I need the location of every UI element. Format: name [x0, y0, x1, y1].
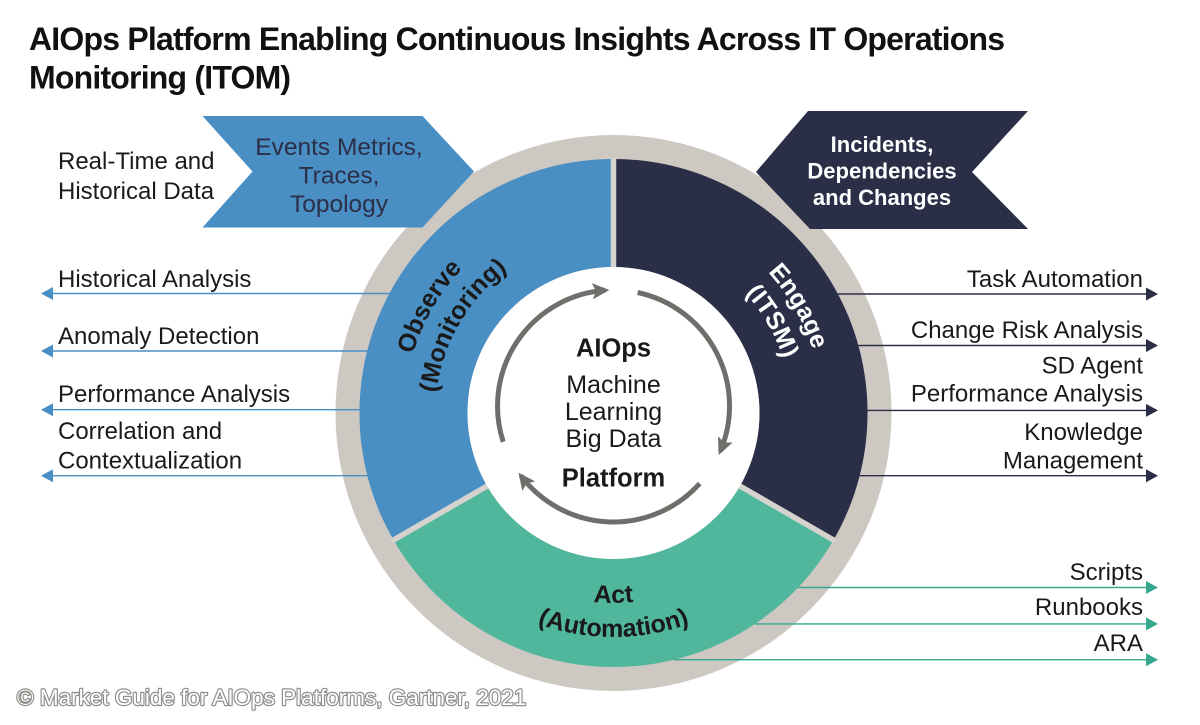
svg-text:Change Risk Analysis: Change Risk Analysis: [911, 317, 1143, 344]
svg-text:Real-Time and: Real-Time and: [58, 148, 215, 175]
svg-text:SD Agent: SD Agent: [1042, 353, 1144, 380]
svg-text:Topology: Topology: [290, 191, 389, 218]
svg-text:Performance Analysis: Performance Analysis: [58, 381, 290, 408]
svg-text:Historical Data: Historical Data: [58, 178, 215, 205]
svg-text:ARA: ARA: [1094, 630, 1143, 657]
svg-text:Machine: Machine: [566, 371, 661, 399]
svg-text:AIOps: AIOps: [576, 335, 651, 363]
svg-text:Historical Analysis: Historical Analysis: [58, 266, 251, 293]
svg-text:Traces,: Traces,: [299, 163, 380, 190]
svg-text:Dependencies: Dependencies: [807, 159, 956, 184]
svg-text:AIOps Platform Enabling Contin: AIOps Platform Enabling Continuous Insig…: [29, 21, 1004, 57]
svg-text:Anomaly Detection: Anomaly Detection: [58, 323, 259, 350]
svg-text:Events Metrics,: Events Metrics,: [255, 134, 422, 161]
svg-text:Platform: Platform: [562, 465, 665, 493]
svg-text:Task Automation: Task Automation: [967, 266, 1143, 293]
svg-text:Monitoring (ITOM): Monitoring (ITOM): [29, 60, 290, 96]
svg-text:Big Data: Big Data: [566, 425, 662, 453]
svg-text:Incidents,: Incidents,: [831, 132, 934, 157]
svg-text:Runbooks: Runbooks: [1035, 594, 1143, 621]
svg-text:Correlation and: Correlation and: [58, 418, 222, 445]
svg-text:Act: Act: [593, 580, 635, 609]
svg-text:Performance Analysis: Performance Analysis: [911, 381, 1143, 408]
svg-text:and Changes: and Changes: [813, 185, 951, 210]
svg-text:© Market Guide for AIOps Platf: © Market Guide for AIOps Platforms, Gart…: [17, 685, 526, 710]
svg-text:Scripts: Scripts: [1070, 559, 1143, 586]
svg-text:Management: Management: [1003, 448, 1143, 475]
svg-text:Knowledge: Knowledge: [1024, 419, 1143, 446]
svg-text:Learning: Learning: [565, 398, 662, 426]
svg-text:Contextualization: Contextualization: [58, 448, 242, 475]
